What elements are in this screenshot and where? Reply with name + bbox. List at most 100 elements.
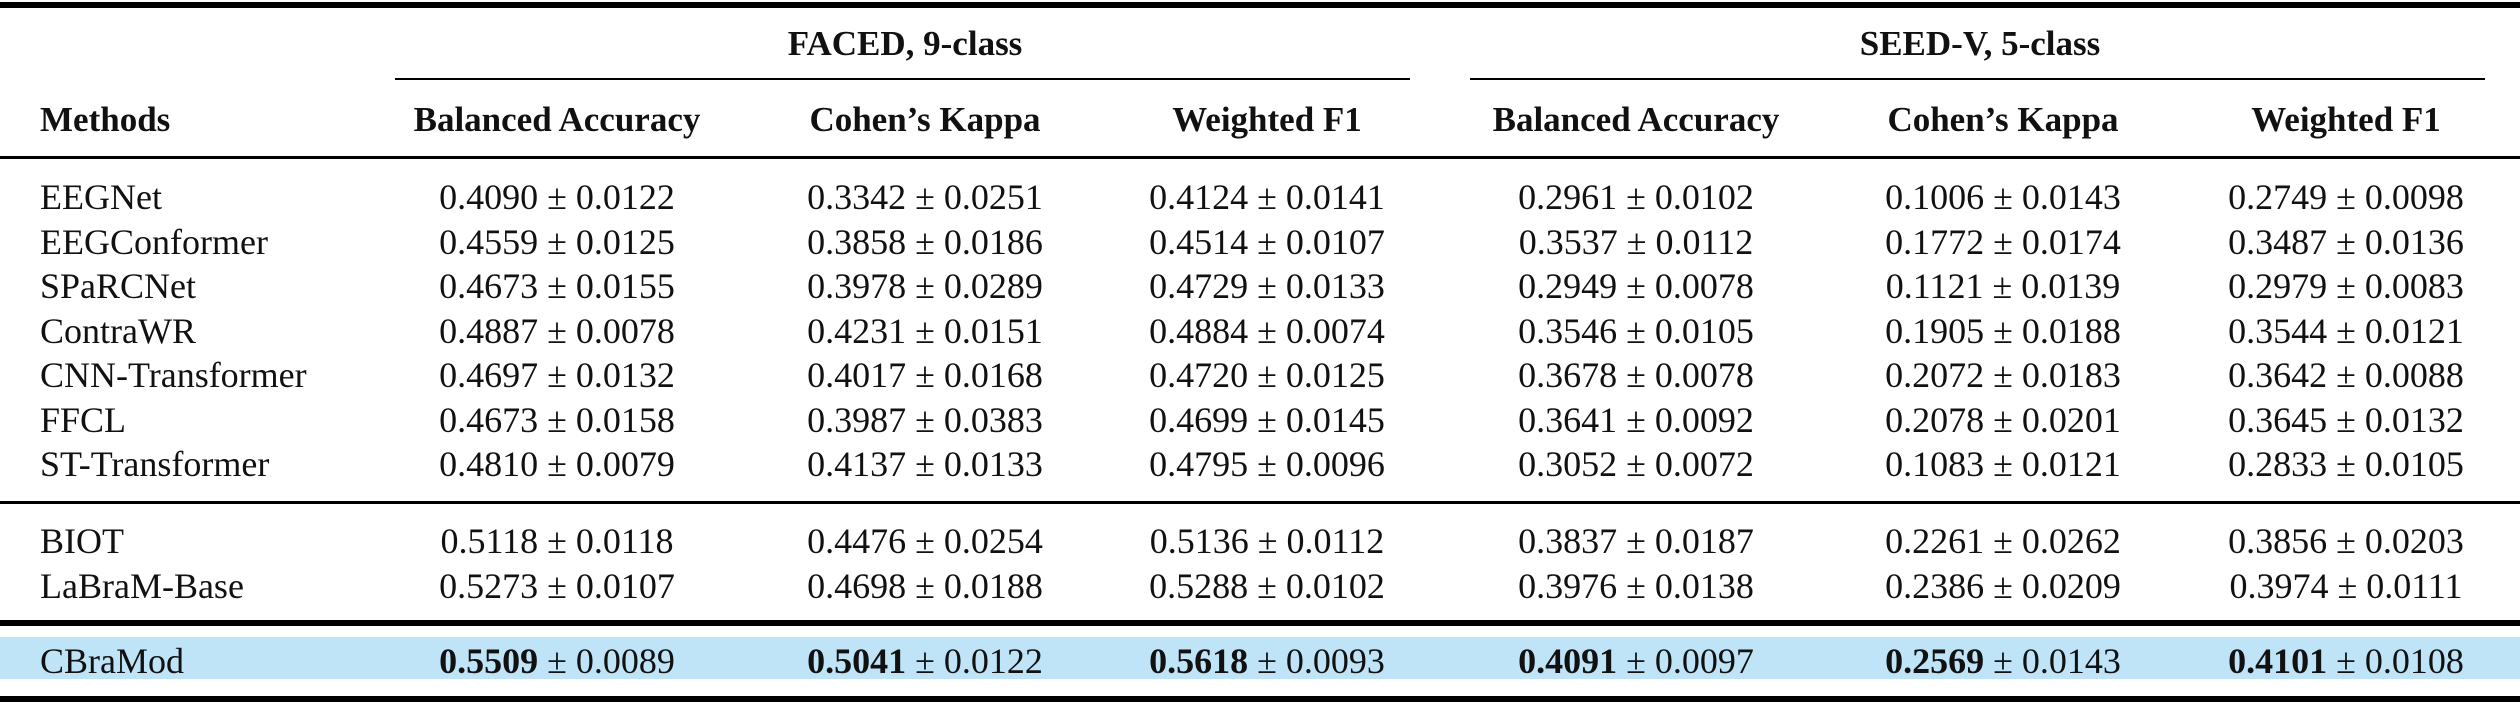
metric-cell: 0.3642 ± 0.0088 xyxy=(2228,353,2464,397)
metric-mean: 0.4720 xyxy=(1149,355,1249,395)
metric-mean: 0.2569 xyxy=(1885,641,1985,681)
metric-std: 0.0111 xyxy=(2366,566,2463,606)
metric-cell: 0.3837 ± 0.0187 xyxy=(1518,519,1754,563)
plus-minus-sign: ± xyxy=(1617,222,1656,262)
metric-cell: 0.4673 ± 0.0155 xyxy=(439,264,675,308)
metric-cell: 0.3978 ± 0.0289 xyxy=(807,264,1043,308)
metric-cell: 0.3987 ± 0.0383 xyxy=(807,398,1043,442)
metric-std: 0.0203 xyxy=(2364,521,2464,561)
metric-cell: 0.5118 ± 0.0118 xyxy=(440,519,673,563)
plus-minus-sign: ± xyxy=(1617,566,1655,606)
metric-cell: 0.2749 ± 0.0098 xyxy=(2228,175,2464,219)
metric-cell: 0.3487 ± 0.0136 xyxy=(2228,220,2464,264)
col-header-seedv-f1: Weighted F1 xyxy=(2251,100,2441,139)
plus-minus-sign: ± xyxy=(2327,311,2365,351)
metric-std: 0.0251 xyxy=(943,177,1043,217)
metric-cell: 0.4795 ± 0.0096 xyxy=(1149,442,1385,486)
plus-minus-sign: ± xyxy=(906,266,944,306)
plus-minus-sign: ± xyxy=(1617,400,1655,440)
section-rule-2 xyxy=(0,620,2520,626)
metric-cell: 0.3546 ± 0.0105 xyxy=(1518,309,1754,353)
highlight-row-bg xyxy=(0,637,2520,679)
metric-std: 0.0096 xyxy=(1285,444,1385,484)
plus-minus-sign: ± xyxy=(1617,177,1655,217)
metric-std: 0.0155 xyxy=(575,266,675,306)
metric-mean: 0.4729 xyxy=(1149,266,1249,306)
metric-cell: 0.3544 ± 0.0121 xyxy=(2228,309,2464,353)
metric-cell: 0.4699 ± 0.0145 xyxy=(1149,398,1385,442)
metric-cell: 0.1083 ± 0.0121 xyxy=(1885,442,2121,486)
metric-cell: 0.4514 ± 0.0107 xyxy=(1149,220,1385,264)
metric-std: 0.0098 xyxy=(2364,177,2464,217)
col-header-faced-f1: Weighted F1 xyxy=(1172,100,1362,139)
metric-std: 0.0383 xyxy=(943,400,1043,440)
metric-cell: 0.4698 ± 0.0188 xyxy=(807,564,1043,608)
plus-minus-sign: ± xyxy=(1248,355,1286,395)
plus-minus-sign: ± xyxy=(538,355,576,395)
plus-minus-sign: ± xyxy=(1248,521,1287,561)
metric-std: 0.0108 xyxy=(2364,641,2464,681)
metric-mean: 0.5118 xyxy=(440,521,539,561)
top-rule xyxy=(0,2,2520,8)
plus-minus-sign: ± xyxy=(2327,177,2365,217)
metric-std: 0.0083 xyxy=(2364,266,2464,306)
metric-std: 0.0105 xyxy=(2364,444,2464,484)
metric-std: 0.0187 xyxy=(1654,521,1754,561)
metric-cell: 0.3976 ± 0.0138 xyxy=(1518,564,1754,608)
plus-minus-sign: ± xyxy=(906,311,944,351)
plus-minus-sign: ± xyxy=(2328,566,2367,606)
metric-std: 0.0107 xyxy=(575,566,675,606)
metric-mean: 0.2386 xyxy=(1885,566,1985,606)
metric-mean: 0.4091 xyxy=(1518,641,1618,681)
plus-minus-sign: ± xyxy=(1984,641,2022,681)
plus-minus-sign: ± xyxy=(1984,444,2022,484)
metric-cell: 0.2569 ± 0.0143 xyxy=(1885,639,2121,683)
metric-cell: 0.5136 ± 0.0112 xyxy=(1150,519,1384,563)
metric-cell: 0.1121 ± 0.0139 xyxy=(1886,264,2120,308)
plus-minus-sign: ± xyxy=(1984,400,2022,440)
metric-std: 0.0209 xyxy=(2021,566,2121,606)
metric-mean: 0.1006 xyxy=(1885,177,1985,217)
plus-minus-sign: ± xyxy=(1248,566,1286,606)
method-name: ContraWR xyxy=(40,311,196,351)
metric-std: 0.0097 xyxy=(1654,641,1754,681)
metric-std: 0.0079 xyxy=(575,444,675,484)
metric-mean: 0.3678 xyxy=(1518,355,1618,395)
plus-minus-sign: ± xyxy=(2327,521,2365,561)
plus-minus-sign: ± xyxy=(2327,355,2365,395)
plus-minus-sign: ± xyxy=(1248,266,1286,306)
plus-minus-sign: ± xyxy=(538,444,576,484)
group-underline-faced xyxy=(395,78,1410,80)
metric-std: 0.0139 xyxy=(2021,266,2121,306)
metric-std: 0.0138 xyxy=(1654,566,1754,606)
method-name: FFCL xyxy=(40,400,127,440)
metric-cell: 0.4697 ± 0.0132 xyxy=(439,353,675,397)
metric-cell: 0.4810 ± 0.0079 xyxy=(439,442,675,486)
metric-cell: 0.1006 ± 0.0143 xyxy=(1885,175,2121,219)
metric-cell: 0.2949 ± 0.0078 xyxy=(1518,264,1754,308)
method-name: EEGNet xyxy=(40,177,162,217)
metric-mean: 0.3544 xyxy=(2228,311,2328,351)
metric-mean: 0.2961 xyxy=(1518,177,1618,217)
metric-std: 0.0125 xyxy=(575,222,675,262)
metric-std: 0.0186 xyxy=(943,222,1043,262)
header-rule xyxy=(0,156,2520,159)
metric-std: 0.0121 xyxy=(2021,444,2121,484)
metric-std: 0.0105 xyxy=(1654,311,1754,351)
metric-mean: 0.4559 xyxy=(439,222,539,262)
method-name: LaBraM-Base xyxy=(40,566,244,606)
plus-minus-sign: ± xyxy=(1248,222,1286,262)
metric-mean: 0.4884 xyxy=(1149,311,1249,351)
metric-mean: 0.4476 xyxy=(807,521,907,561)
plus-minus-sign: ± xyxy=(1248,177,1286,217)
plus-minus-sign: ± xyxy=(1617,641,1655,681)
metric-cell: 0.4884 ± 0.0074 xyxy=(1149,309,1385,353)
metric-mean: 0.1121 xyxy=(1885,266,1984,306)
plus-minus-sign: ± xyxy=(1617,521,1655,561)
plus-minus-sign: ± xyxy=(2327,641,2365,681)
metric-mean: 0.2949 xyxy=(1518,266,1618,306)
metric-cell: 0.2833 ± 0.0105 xyxy=(2228,442,2464,486)
plus-minus-sign: ± xyxy=(906,400,944,440)
metric-std: 0.0122 xyxy=(575,177,675,217)
plus-minus-sign: ± xyxy=(906,355,944,395)
